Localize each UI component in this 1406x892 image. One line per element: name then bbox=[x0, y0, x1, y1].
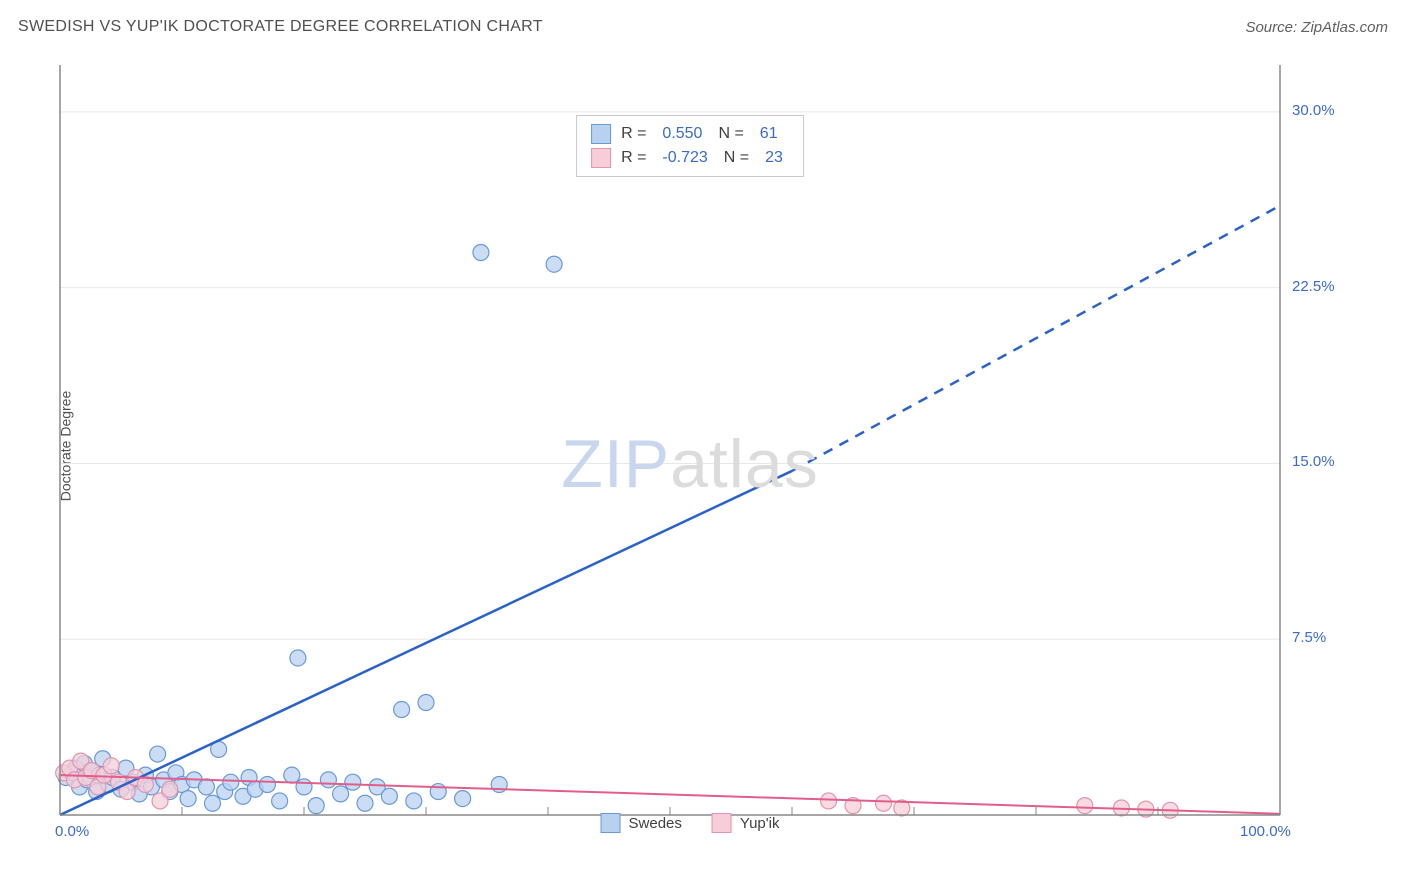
y-tick-label: 22.5% bbox=[1292, 278, 1335, 295]
legend-correlation-row: R = 0.550 N = 61 bbox=[591, 122, 789, 146]
chart-title: SWEDISH VS YUP'IK DOCTORATE DEGREE CORRE… bbox=[18, 18, 543, 36]
chart-source: Source: ZipAtlas.com bbox=[1245, 19, 1388, 36]
r-value: -0.723 bbox=[656, 149, 713, 167]
legend-correlation-row: R = -0.723 N = 23 bbox=[591, 146, 789, 170]
chart-area: ZIPatlas R =0.550N =61R =-0.723N =23 Swe… bbox=[50, 55, 1330, 835]
x-tick-label: 0.0% bbox=[55, 823, 89, 840]
legend-series: Swedes Yup'ik bbox=[601, 813, 780, 833]
legend-swatch bbox=[601, 813, 621, 833]
n-label: N = bbox=[724, 149, 749, 167]
n-value: 23 bbox=[759, 149, 789, 167]
legend-swatch bbox=[591, 148, 611, 168]
r-label: R = bbox=[621, 125, 646, 143]
n-value: 61 bbox=[754, 125, 784, 143]
legend-series-label: Yup'ik bbox=[740, 815, 780, 832]
y-tick-label: 7.5% bbox=[1292, 629, 1326, 646]
x-tick-label: 100.0% bbox=[1240, 823, 1291, 840]
y-tick-label: 15.0% bbox=[1292, 453, 1335, 470]
chart-header: SWEDISH VS YUP'IK DOCTORATE DEGREE CORRE… bbox=[18, 18, 1388, 36]
r-value: 0.550 bbox=[656, 125, 708, 143]
n-label: N = bbox=[718, 125, 743, 143]
legend-correlation: R = 0.550 N = 61 R = -0.723 N = 23 bbox=[576, 115, 804, 177]
y-tick-label: 30.0% bbox=[1292, 102, 1335, 119]
r-label: R = bbox=[621, 149, 646, 167]
legend-series-label: Swedes bbox=[629, 815, 682, 832]
legend-series-item: Yup'ik bbox=[712, 813, 780, 833]
legend-series-item: Swedes bbox=[601, 813, 682, 833]
legend-swatch bbox=[591, 124, 611, 144]
legend-swatch bbox=[712, 813, 732, 833]
